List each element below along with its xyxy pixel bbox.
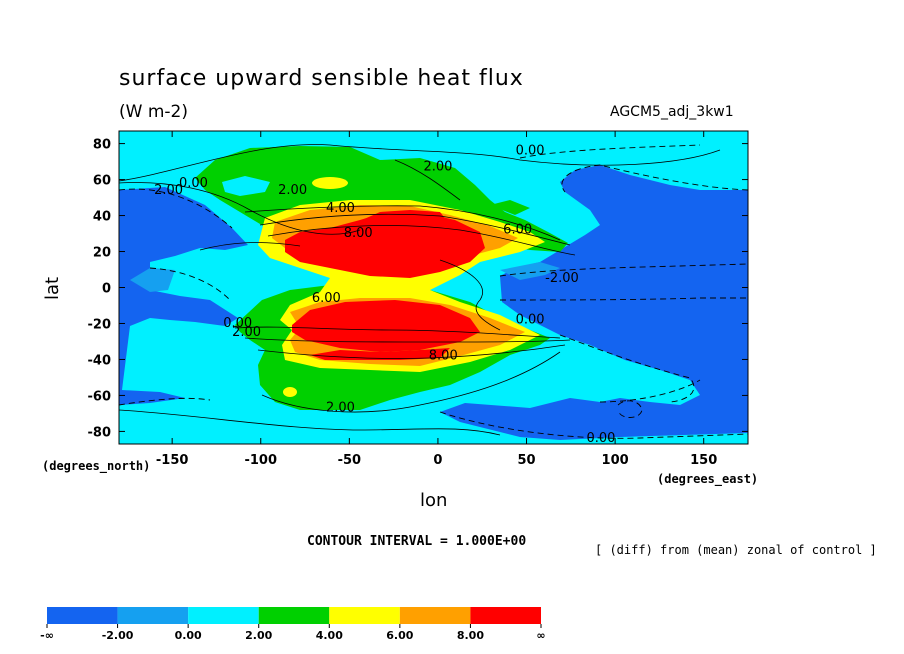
y-axis-label: lat [42, 276, 63, 300]
x-axis-label: lon [420, 490, 448, 511]
contour-label: 6.00 [503, 223, 532, 238]
y-tick-label: -20 [88, 317, 112, 332]
y-tick-label: 60 [93, 174, 111, 189]
run-name: AGCM5_adj_3kw1 [610, 104, 734, 120]
y-tick-label: 20 [93, 246, 111, 261]
y-tick-label: 40 [93, 210, 111, 225]
y-tick-label: -80 [88, 425, 112, 440]
x-tick-label: -100 [244, 453, 277, 468]
y-units-label: (degrees_north) [42, 459, 151, 473]
contour-label: 0.00 [516, 312, 545, 327]
colorbar-label: -2.00 [102, 629, 134, 642]
x-tick-label: 50 [517, 453, 535, 468]
units-label: (W m-2) [119, 102, 188, 122]
y-tick-label: -60 [88, 389, 112, 404]
colorbar: -∞ -2.00 0.00 2.00 4.00 6.00 8.00 ∞ [40, 607, 546, 642]
x-tick-label: -150 [156, 453, 189, 468]
y-tick-label: 80 [93, 138, 111, 153]
contour-label: 2.00 [154, 183, 183, 198]
x-tick-label: 0 [433, 453, 442, 468]
colorbar-swatch [329, 607, 400, 624]
colorbar-swatch [117, 607, 189, 624]
contour-label: 2.00 [423, 160, 452, 175]
x-tick-label: 100 [602, 453, 629, 468]
contour-label: 0.00 [586, 431, 615, 446]
colorbar-label: 0.00 [175, 629, 202, 642]
colorbar-swatch [470, 607, 541, 624]
contour-label: 8.00 [344, 226, 373, 241]
x-tick-label: 150 [690, 453, 717, 468]
contour-label: 0.00 [223, 316, 252, 331]
contour-field [119, 131, 748, 444]
colorbar-label: -∞ [40, 629, 54, 642]
contour-label: 6.00 [312, 291, 341, 306]
contour-labels: 2.000.000.002.00 2.004.008.00 6.00-2.006.0… [154, 143, 615, 446]
y-tick-label: -40 [88, 353, 112, 368]
colorbar-swatch [399, 607, 471, 624]
contour-label: 2.00 [232, 325, 261, 340]
contour-label: -2.00 [545, 271, 579, 286]
contour-label: 2.00 [278, 183, 307, 198]
contour-label: 8.00 [429, 348, 458, 363]
colorbar-swatch [47, 607, 118, 624]
axes: -150 -100 -50 0 50 100 150 80 60 40 20 0 -20 -40 -60 -8… [88, 131, 748, 468]
x-units-label: (degrees_east) [657, 472, 759, 486]
colorbar-label: 8.00 [457, 629, 484, 642]
colorbar-label: 2.00 [245, 629, 272, 642]
colorbar-swatch [258, 607, 330, 624]
contour-label: 0.00 [179, 176, 208, 191]
colorbar-label: 6.00 [386, 629, 413, 642]
colorbar-label: 4.00 [316, 629, 343, 642]
x-tick-label: -50 [338, 453, 362, 468]
y-tick-label: 0 [102, 282, 111, 297]
colorbar-swatch [188, 607, 259, 624]
contour-label: 4.00 [326, 201, 355, 216]
contour-interval: CONTOUR INTERVAL = 1.000E+00 [307, 534, 527, 549]
difference-note: [ (diff) from (mean) zonal of control ] [595, 543, 877, 557]
contour-label: 0.00 [516, 143, 545, 158]
contour-label: 2.00 [326, 401, 355, 416]
colorbar-label: ∞ [536, 629, 545, 642]
chart-title: surface upward sensible heat flux [119, 66, 524, 91]
